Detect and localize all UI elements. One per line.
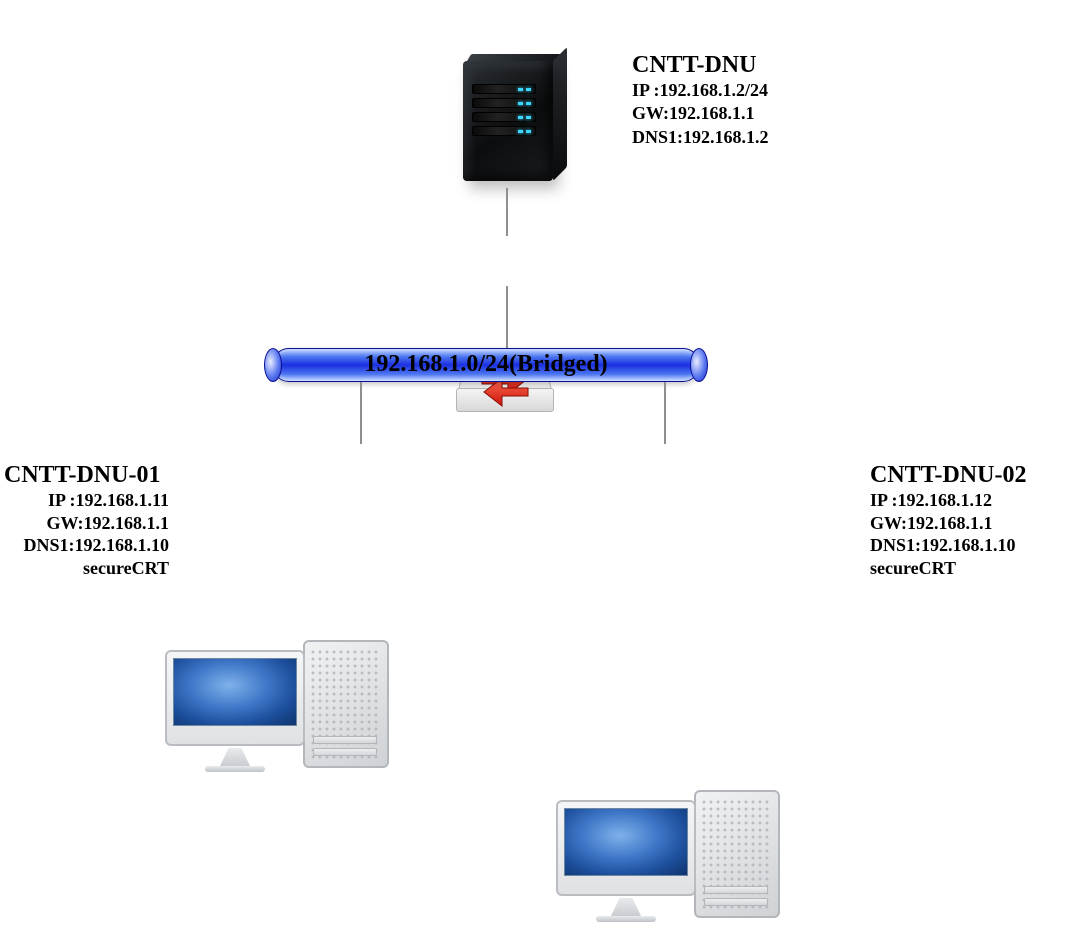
- edge-server-switch: [506, 188, 508, 236]
- server-title: CNTT-DNU: [632, 52, 769, 79]
- client2-title: CNTT-DNU-02: [870, 462, 1026, 489]
- client2-ip: IP :192.168.1.12: [870, 489, 1026, 512]
- server-drive-slot: [472, 112, 536, 122]
- tower-drive-slot: [313, 748, 377, 756]
- client1-dns: DNS1:192.168.1.10: [4, 534, 169, 557]
- client2-gw: GW:192.168.1.1: [870, 512, 1026, 535]
- network-diagram: CNTT-DNU IP :192.168.1.2/24 GW:192.168.1…: [0, 0, 1084, 616]
- server-drive-slot: [472, 126, 536, 136]
- client1-label-block: CNTT-DNU-01 IP :192.168.1.11 GW:192.168.…: [4, 462, 169, 579]
- server-dns: DNS1:192.168.1.2: [632, 126, 769, 149]
- network-bus: [272, 348, 700, 382]
- edge-bus-client2: [664, 382, 666, 444]
- server-side-face: [553, 47, 567, 181]
- tower-drive-slot: [704, 886, 768, 894]
- client2-label-block: CNTT-DNU-02 IP :192.168.1.12 GW:192.168.…: [870, 462, 1026, 579]
- tower-drive-slot: [313, 736, 377, 744]
- server-gw: GW:192.168.1.1: [632, 102, 769, 125]
- client2-node: [556, 790, 786, 940]
- server-node: [448, 56, 568, 186]
- edge-bus-client1: [360, 382, 362, 444]
- server-label-block: CNTT-DNU IP :192.168.1.2/24 GW:192.168.1…: [632, 52, 769, 149]
- client2-app: secureCRT: [870, 557, 1026, 580]
- switch-front-face: [456, 388, 554, 412]
- bus-endcap-left: [264, 348, 282, 382]
- server-drive-slot: [472, 84, 536, 94]
- edge-switch-bus: [506, 286, 508, 348]
- client1-app: secureCRT: [4, 557, 169, 580]
- client1-gw: GW:192.168.1.1: [4, 512, 169, 535]
- client2-dns: DNS1:192.168.1.10: [870, 534, 1026, 557]
- client1-ip: IP :192.168.1.11: [4, 489, 169, 512]
- client1-node: [165, 640, 395, 790]
- server-drive-slot: [472, 98, 536, 108]
- bus-endcap-right: [690, 348, 708, 382]
- client1-title: CNTT-DNU-01: [4, 462, 169, 489]
- tower-drive-slot: [704, 898, 768, 906]
- server-ip: IP :192.168.1.2/24: [632, 79, 769, 102]
